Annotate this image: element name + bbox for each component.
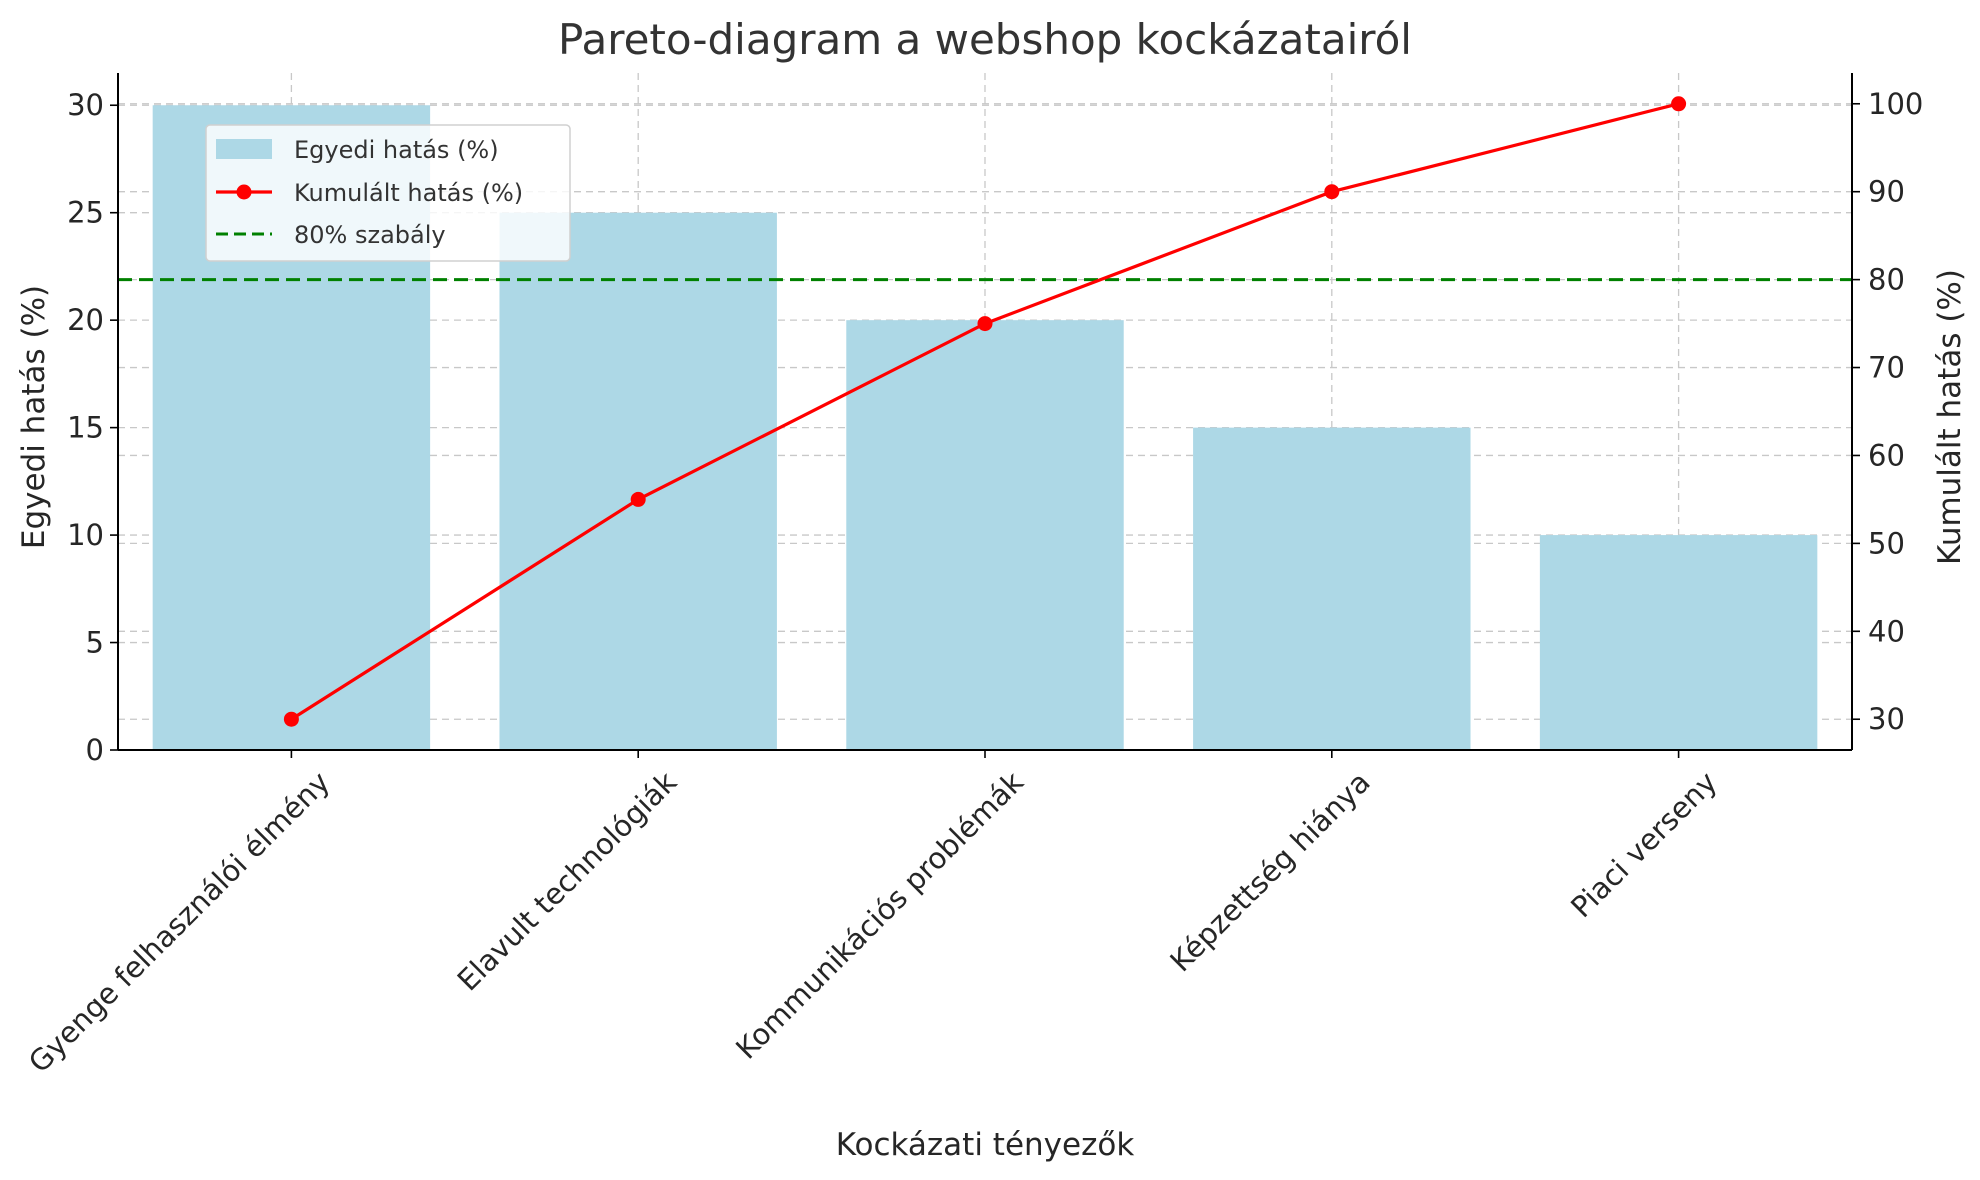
x-axis-label: Kockázati tényezők: [836, 1127, 1135, 1163]
legend-label-1: Kumulált hatás (%): [294, 179, 523, 207]
y-tick-label-right-4: 70: [1868, 351, 1905, 385]
y-tick-label-left-1: 5: [86, 626, 104, 660]
y-tick-label-left-2: 10: [67, 518, 104, 552]
cumulative-point-4: [1671, 96, 1687, 112]
y-tick-label-right-3: 60: [1868, 438, 1905, 472]
y-tick-label-right-7: 100: [1868, 87, 1923, 121]
x-tick-label-3: Képzettség hiánya: [1163, 765, 1376, 978]
y-tick-label-left-3: 15: [67, 411, 104, 445]
cumulative-line-layer: [283, 96, 1687, 727]
y-tick-label-right-2: 50: [1868, 526, 1905, 560]
x-tick-label-2: Kommunikációs problémák: [729, 765, 1030, 1066]
y-tick-label-right-6: 90: [1868, 175, 1905, 209]
y-axis-label-left: Egyedi hatás (%): [16, 285, 52, 549]
legend-swatch-marker: [236, 184, 252, 200]
y-axis-label-right: Kumulált hatás (%): [1932, 269, 1968, 565]
legend-label-0: Egyedi hatás (%): [294, 136, 499, 164]
x-tick-label-4: Piaci verseny: [1564, 765, 1723, 924]
y-tick-label-left-6: 30: [67, 88, 104, 122]
cumulative-point-1: [630, 491, 646, 507]
cumulative-point-2: [977, 316, 993, 332]
y-tick-label-left-4: 20: [67, 303, 104, 337]
legend: Egyedi hatás (%) Kumulált hatás (%) 80% sz…: [205, 124, 571, 262]
y-tick-label-right-5: 80: [1868, 263, 1905, 297]
legend-swatch-bar: [216, 139, 272, 159]
cumulative-point-0: [283, 711, 299, 727]
bar-4: [1539, 535, 1818, 750]
bar-2: [846, 320, 1124, 750]
bars-layer: [152, 105, 1818, 750]
bar-3: [1193, 427, 1471, 750]
y-tick-label-right-1: 40: [1868, 614, 1905, 648]
y-tick-label-left-5: 25: [67, 196, 104, 230]
x-tick-label-0: Gyenge felhasználói élmény: [22, 765, 336, 1079]
x-tick-label-1: Elavult technológiák: [451, 765, 684, 998]
bar-1: [499, 212, 777, 750]
chart-title: Pareto-diagram a webshop kockázatairól: [558, 15, 1412, 64]
legend-label-2: 80% szabály: [294, 221, 446, 249]
y-tick-label-right-0: 30: [1868, 702, 1905, 736]
legend-box: [205, 124, 571, 262]
y-tick-label-left-0: 0: [86, 733, 104, 767]
cumulative-point-3: [1324, 184, 1340, 200]
